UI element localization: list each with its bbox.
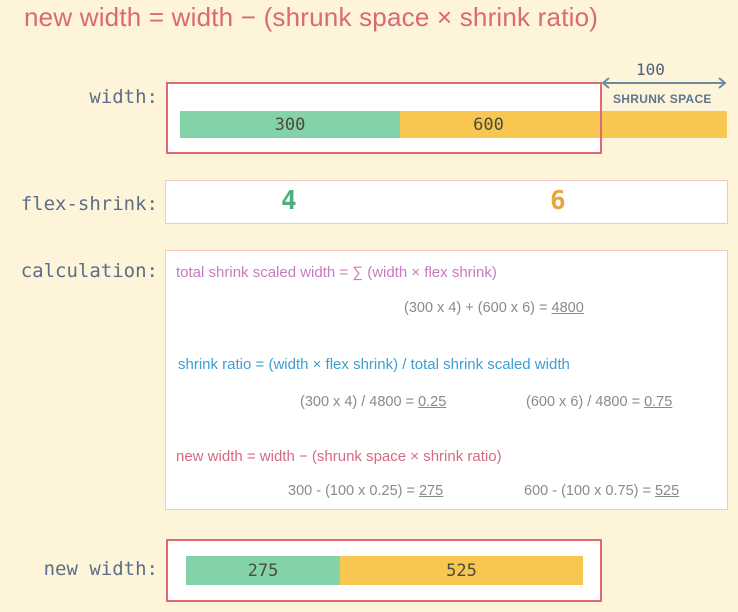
ratio-calculation-2: (600 x 6) / 4800 = 0.75 (526, 394, 672, 410)
new-width-calculation-1-result: 275 (418, 483, 444, 499)
flex-shrink-item-2: 6 (550, 186, 566, 216)
calculation-label: calculation: (20, 260, 158, 282)
flex-shrink-item-1: 4 (281, 186, 297, 216)
calculation-box (165, 250, 728, 510)
total-calculation: (300 x 4) + (600 x 6) = 4800 (404, 300, 584, 316)
flex-shrink-box (165, 180, 728, 224)
total-calculation-result: 4800 (551, 300, 584, 316)
new-width-item-1: 275 (186, 556, 340, 585)
new-width-frame (166, 539, 602, 602)
new-width-item-2-value: 525 (446, 560, 477, 581)
ratio-calculation-2-expr: (600 x 6) / 4800 = (526, 394, 645, 410)
width-item-1-value: 300 (274, 114, 306, 135)
new-width-label: new width: (43, 558, 158, 580)
width-item-1: 300 (180, 111, 400, 138)
width-item-2-value: 600 (473, 114, 504, 135)
ratio-calculation-1-expr: (300 x 4) / 4800 = (300, 394, 419, 410)
width-label: width: (89, 86, 158, 108)
total-calculation-expr: (300 x 4) + (600 x 6) = (404, 300, 552, 316)
new-width-calculation-1-expr: 300 - (100 x 0.25) = (288, 483, 419, 499)
ratio-calculation-2-result: 0.75 (644, 394, 673, 410)
new-width-calculation-2-result: 525 (654, 483, 680, 499)
ratio-formula: shrink ratio = (width × flex shrink) / t… (178, 356, 570, 373)
new-width-calculation-2-expr: 600 - (100 x 0.75) = (524, 483, 655, 499)
new-width-item-2: 525 (340, 556, 583, 585)
new-width-item-1-value: 275 (247, 560, 279, 581)
new-width-calculation-1: 300 - (100 x 0.25) = 275 (288, 483, 443, 499)
container-frame (166, 82, 602, 154)
flex-shrink-label: flex-shrink: (20, 193, 158, 215)
new-width-calculation-2: 600 - (100 x 0.75) = 525 (524, 483, 679, 499)
shrunk-space-value: 100 (636, 60, 665, 79)
total-formula: total shrink scaled width = ∑ (width × f… (176, 264, 497, 281)
diagram-title: new width = width − (shrunk space × shri… (24, 2, 599, 32)
width-item-2: 600 (400, 111, 727, 138)
shrunk-space-arrow-icon (601, 77, 727, 89)
ratio-calculation-1: (300 x 4) / 4800 = 0.25 (300, 394, 446, 410)
new-width-formula: new width = width − (shrunk space × shri… (176, 448, 502, 465)
ratio-calculation-1-result: 0.25 (418, 394, 447, 410)
shrunk-space-label: SHRUNK SPACE (613, 92, 712, 106)
